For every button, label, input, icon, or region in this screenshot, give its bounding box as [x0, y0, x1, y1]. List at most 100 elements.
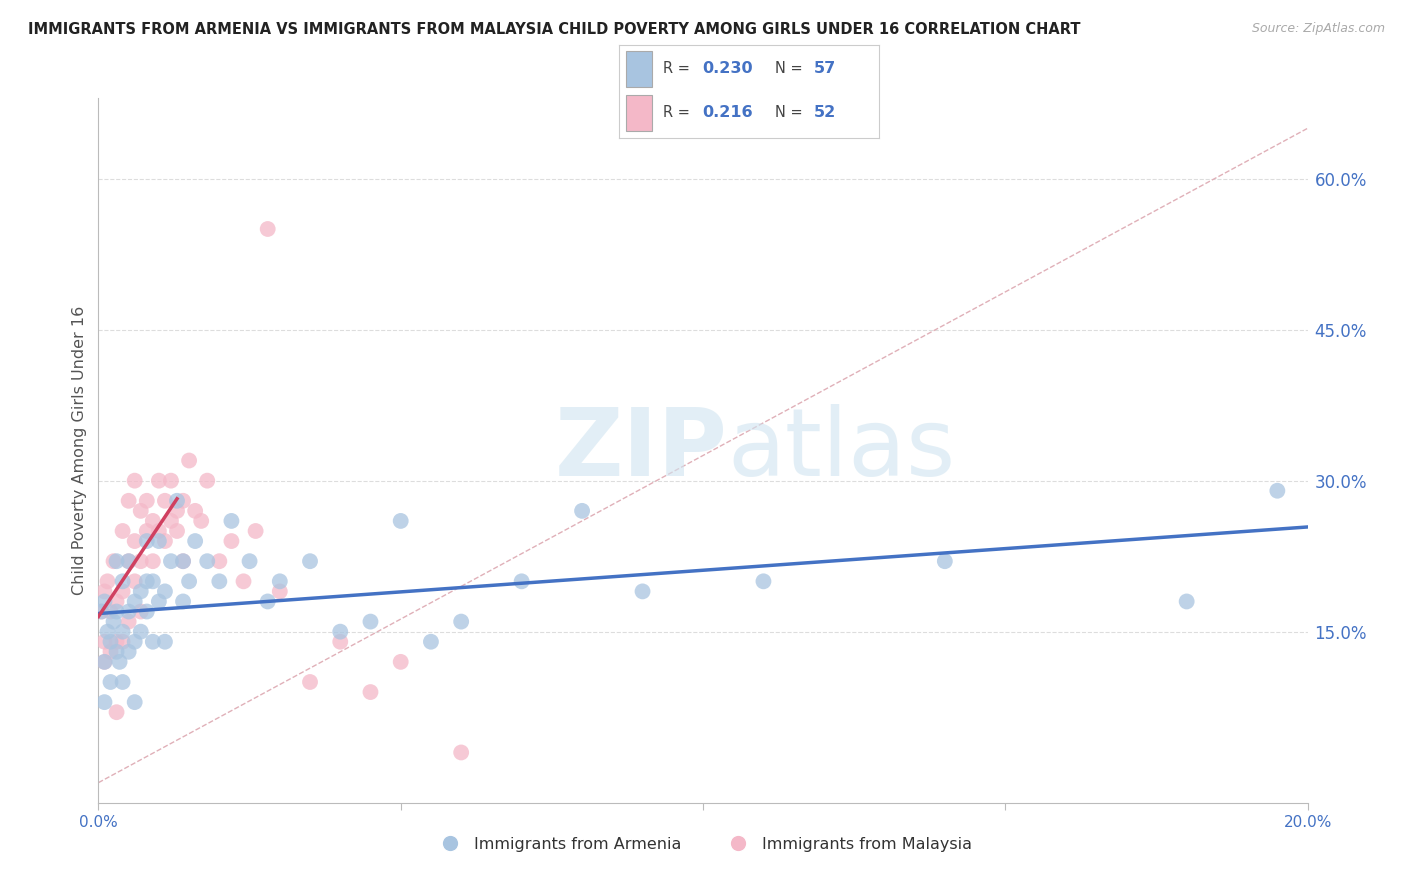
Point: [124, 594, 146, 608]
Point: [299, 554, 322, 568]
Point: [111, 634, 134, 648]
Point: [96, 624, 118, 639]
Point: [129, 605, 152, 619]
Point: [93, 695, 115, 709]
Point: [129, 554, 152, 568]
Point: [166, 524, 188, 538]
Point: [124, 695, 146, 709]
Point: [571, 504, 593, 518]
Point: [129, 624, 152, 639]
Point: [450, 615, 472, 629]
Point: [93, 655, 115, 669]
Point: [93, 584, 115, 599]
Point: [135, 534, 157, 549]
Point: [100, 645, 122, 659]
Point: [111, 574, 134, 589]
Point: [299, 675, 322, 690]
Point: [124, 474, 146, 488]
Point: [389, 514, 412, 528]
Point: [105, 645, 128, 659]
Text: 0.230: 0.230: [702, 62, 752, 77]
Point: [142, 554, 165, 568]
Point: [148, 524, 170, 538]
Point: [93, 655, 115, 669]
Point: [111, 675, 134, 690]
Point: [135, 574, 157, 589]
Point: [129, 504, 152, 518]
Point: [118, 554, 141, 568]
Point: [124, 634, 146, 648]
Point: [142, 514, 165, 528]
Text: ZIP: ZIP: [554, 404, 727, 497]
Point: [135, 493, 157, 508]
Point: [232, 574, 254, 589]
Point: [631, 584, 654, 599]
Point: [90, 605, 112, 619]
Point: [105, 634, 128, 648]
Text: N =: N =: [775, 105, 807, 120]
Point: [190, 514, 212, 528]
Point: [160, 474, 183, 488]
Point: [105, 594, 128, 608]
Text: R =: R =: [662, 105, 695, 120]
FancyBboxPatch shape: [627, 51, 652, 87]
Text: R =: R =: [662, 62, 695, 77]
Text: 0.216: 0.216: [702, 105, 752, 120]
Point: [142, 574, 165, 589]
Point: [96, 574, 118, 589]
Point: [256, 222, 278, 236]
Point: [148, 474, 170, 488]
Point: [208, 554, 231, 568]
Point: [360, 685, 382, 699]
Text: 52: 52: [814, 105, 837, 120]
Point: [221, 514, 243, 528]
Point: [245, 524, 267, 538]
Point: [160, 554, 183, 568]
Point: [195, 474, 218, 488]
Point: [166, 493, 188, 508]
Point: [118, 554, 141, 568]
Point: [195, 554, 218, 568]
Point: [124, 534, 146, 549]
Text: Source: ZipAtlas.com: Source: ZipAtlas.com: [1251, 22, 1385, 36]
Point: [118, 645, 141, 659]
Point: [105, 554, 128, 568]
Point: [510, 574, 533, 589]
Text: N =: N =: [775, 62, 807, 77]
Point: [184, 534, 207, 549]
Point: [1175, 594, 1198, 608]
Point: [752, 574, 775, 589]
Point: [93, 634, 115, 648]
Point: [111, 624, 134, 639]
Point: [256, 594, 278, 608]
Point: [111, 524, 134, 538]
Point: [124, 574, 146, 589]
Point: [153, 584, 176, 599]
Legend: Immigrants from Armenia, Immigrants from Malaysia: Immigrants from Armenia, Immigrants from…: [427, 830, 979, 858]
Point: [103, 615, 125, 629]
Point: [118, 493, 141, 508]
Y-axis label: Child Poverty Among Girls Under 16: Child Poverty Among Girls Under 16: [72, 306, 87, 595]
Point: [105, 605, 128, 619]
Point: [208, 574, 231, 589]
Point: [420, 634, 443, 648]
Point: [450, 746, 472, 760]
Point: [90, 605, 112, 619]
Point: [172, 554, 194, 568]
Point: [172, 493, 194, 508]
Text: IMMIGRANTS FROM ARMENIA VS IMMIGRANTS FROM MALAYSIA CHILD POVERTY AMONG GIRLS UN: IMMIGRANTS FROM ARMENIA VS IMMIGRANTS FR…: [28, 22, 1081, 37]
Text: 57: 57: [814, 62, 837, 77]
Point: [103, 554, 125, 568]
Point: [172, 594, 194, 608]
Point: [118, 615, 141, 629]
Point: [93, 594, 115, 608]
Point: [100, 634, 122, 648]
Point: [153, 534, 176, 549]
Point: [135, 524, 157, 538]
FancyBboxPatch shape: [627, 95, 652, 131]
Point: [129, 584, 152, 599]
Point: [934, 554, 956, 568]
Point: [179, 453, 201, 467]
Point: [100, 675, 122, 690]
Point: [108, 655, 131, 669]
